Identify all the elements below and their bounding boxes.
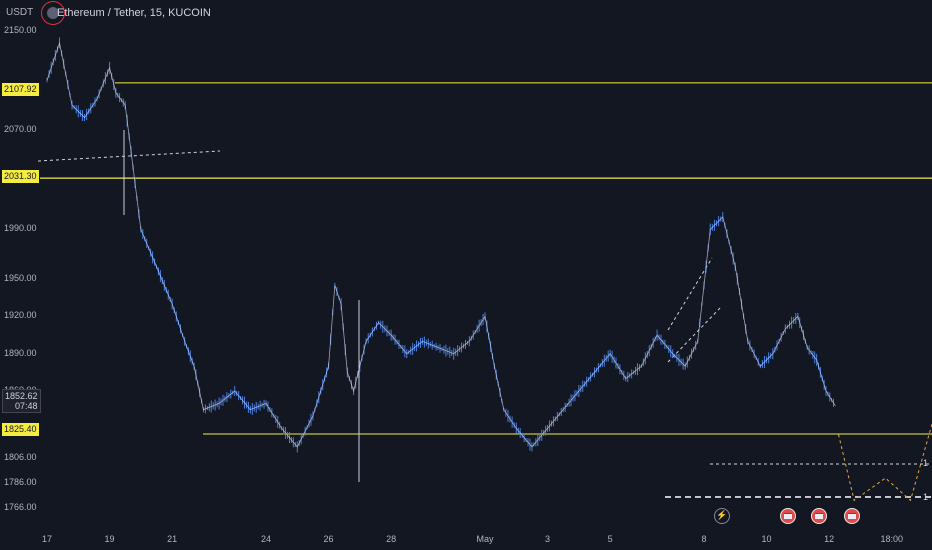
projection-path <box>838 422 932 502</box>
price-axis-label: 2150.00 <box>4 24 37 35</box>
price-axis-label: 1990.00 <box>4 223 37 234</box>
time-axis-label: 5 <box>607 534 613 544</box>
level-tag-lower: 1825.40 <box>2 423 39 436</box>
price-axis-label: 1786.00 <box>4 476 37 487</box>
quote-currency: USDT <box>6 7 34 18</box>
time-axis-label: 18:00 <box>880 534 903 544</box>
trend-dashed-line <box>37 150 221 162</box>
level-tag-middle: 2031.30 <box>2 170 39 183</box>
price-axis-label: 1766.00 <box>4 501 37 512</box>
time-axis-label: 3 <box>545 534 551 544</box>
price-line <box>46 41 836 448</box>
price-axis-label: 1950.00 <box>4 273 37 284</box>
time-axis-label: 17 <box>41 534 53 544</box>
price-axis-label: 1920.00 <box>4 310 37 321</box>
bar-countdown: 07:48 <box>15 401 38 411</box>
time-axis-label: 12 <box>824 534 835 544</box>
symbol-title[interactable]: Ethereum / Tether, 15, KUCOIN <box>57 7 211 19</box>
alert-marker[interactable]: 1 <box>922 458 928 468</box>
us-flag-event-icon[interactable] <box>811 508 827 524</box>
time-axis-label: 26 <box>323 534 334 544</box>
us-flag-event-icon[interactable] <box>780 508 796 524</box>
price-axis-label: 1806.00 <box>4 452 37 463</box>
wedge-lower-line <box>667 305 723 363</box>
current-price-tag: 1852.62 07:48 <box>2 389 41 413</box>
time-axis-label: 21 <box>167 534 178 544</box>
price-axis-label: 2070.00 <box>4 124 37 134</box>
time-axis-label: 10 <box>761 534 772 544</box>
lightning-icon[interactable]: ⚡ <box>714 508 730 524</box>
time-axis-label: 8 <box>701 534 707 544</box>
time-axis-label: 19 <box>104 534 115 544</box>
symbol-logo-icon[interactable] <box>41 1 65 25</box>
alert-marker[interactable]: 1 <box>922 492 928 502</box>
time-axis-label: 28 <box>386 534 397 544</box>
wedge-upper-line <box>667 257 713 331</box>
price-axis-label: 1890.00 <box>4 347 37 358</box>
current-price: 1852.62 <box>5 391 38 401</box>
time-axis-label: May <box>476 534 494 544</box>
level-tag-upper: 2107.92 <box>2 83 39 96</box>
us-flag-event-icon[interactable] <box>844 508 860 524</box>
time-axis-label: 24 <box>260 534 272 544</box>
